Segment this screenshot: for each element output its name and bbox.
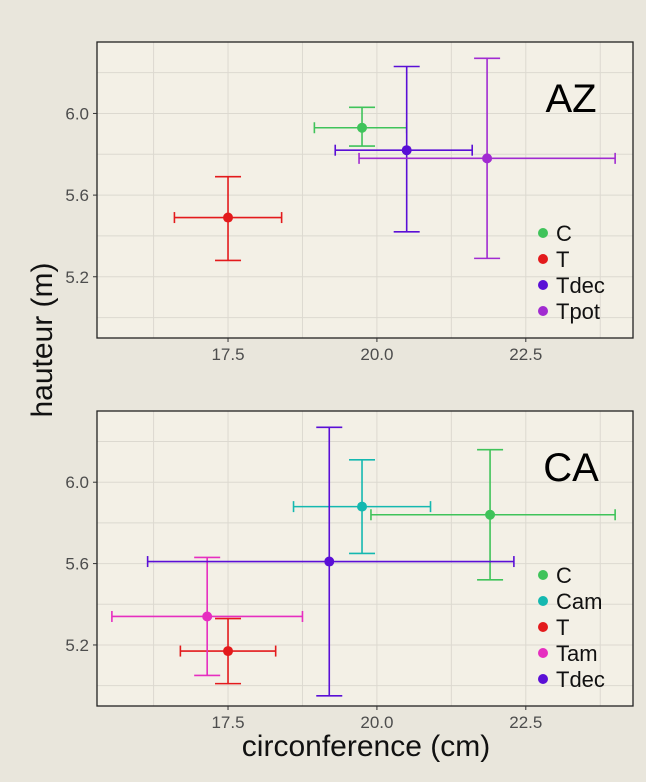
series-tdec: [334, 65, 474, 233]
x-tick-label: 22.5: [509, 345, 542, 364]
x-tick-label: 22.5: [509, 713, 542, 732]
y-tick-label: 5.6: [65, 186, 89, 205]
x-axis-title: circonference (cm): [242, 730, 490, 763]
y-axis-title: hauteur (m): [26, 262, 59, 417]
x-tick-label: 17.5: [211, 345, 244, 364]
plot-border: [96, 41, 634, 339]
legend-label: Tdec: [556, 273, 605, 298]
series-t: [179, 617, 277, 685]
panel-label: CA: [543, 446, 599, 490]
series-tdec: [146, 426, 515, 697]
legend-key: [538, 306, 548, 316]
legend-label: Tpot: [556, 299, 600, 324]
legend-key: [538, 596, 548, 606]
data-point: [482, 153, 493, 164]
y-tick-label: 6.0: [65, 104, 89, 123]
y-tick-label: 5.6: [65, 555, 89, 574]
series-c: [370, 448, 616, 581]
y-tick-label: 5.2: [65, 636, 89, 655]
x-tick-label: 20.0: [360, 713, 393, 732]
data-point: [324, 556, 335, 567]
x-tick-label: 17.5: [211, 713, 244, 732]
legend-label: C: [556, 221, 572, 246]
series-c: [313, 106, 408, 147]
y-tick-label: 6.0: [65, 473, 89, 492]
data-point: [202, 611, 213, 622]
legend-key: [538, 570, 548, 580]
legend-label: T: [556, 615, 569, 640]
x-tick-label: 20.0: [360, 345, 393, 364]
legend-key: [538, 648, 548, 658]
legend-label: Tam: [556, 641, 598, 666]
legend-key: [538, 674, 548, 684]
data-point: [223, 212, 234, 223]
series-t: [173, 175, 283, 262]
data-point: [401, 145, 412, 156]
legend-key: [538, 254, 548, 264]
data-point: [357, 122, 368, 133]
plot-border: [96, 410, 634, 707]
data-point: [223, 646, 234, 657]
data-point: [485, 509, 496, 520]
data-point: [357, 501, 368, 512]
legend-key: [538, 228, 548, 238]
y-tick-label: 5.2: [65, 268, 89, 287]
panel-label: AZ: [545, 77, 596, 121]
series-tpot: [358, 57, 616, 260]
series-tam: [111, 556, 304, 677]
legend-label: Cam: [556, 589, 602, 614]
legend-key: [538, 622, 548, 632]
legend-label: Tdec: [556, 667, 605, 692]
legend-key: [538, 280, 548, 290]
legend-label: C: [556, 563, 572, 588]
series-cam: [292, 459, 432, 555]
legend-label: T: [556, 247, 569, 272]
